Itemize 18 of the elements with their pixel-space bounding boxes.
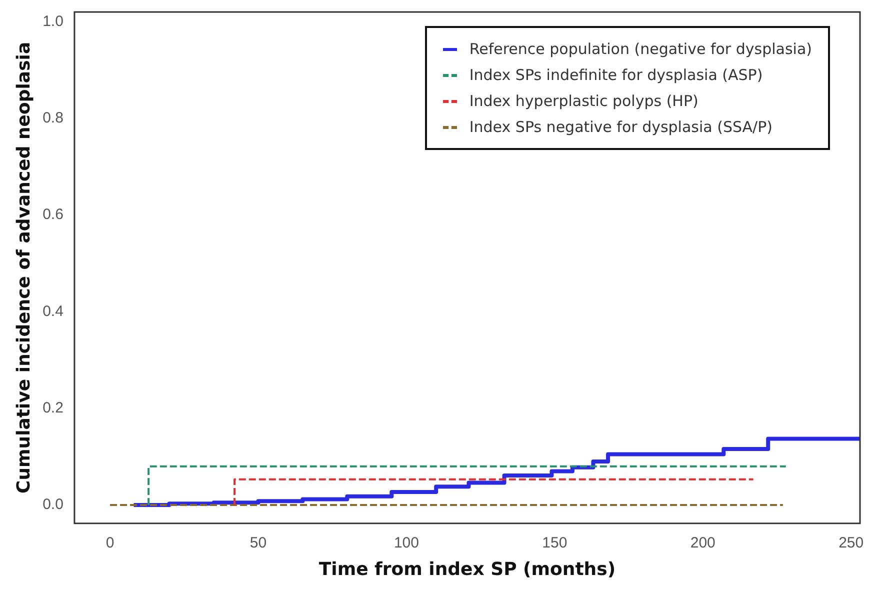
x-tick-label: 50 <box>250 534 267 552</box>
legend-label: Index SPs indefinite for dysplasia (ASP) <box>469 66 763 84</box>
y-axis-title: Cumulative incidence of advanced neoplasia <box>13 42 34 494</box>
x-tick-label: 150 <box>542 534 568 552</box>
x-axis-title: Time from index SP (months) <box>318 558 616 580</box>
legend-label: Index SPs negative for dysplasia (SSA/P) <box>469 118 772 136</box>
y-tick-label: 0.4 <box>42 302 64 320</box>
x-tick-label: 250 <box>838 534 864 552</box>
y-tick-label: 0.0 <box>42 496 64 514</box>
legend-label: Reference population (negative for dysplasia) <box>469 40 812 58</box>
y-tick-label: 0.6 <box>42 206 64 224</box>
legend-label: Index hyperplastic polyps (HP) <box>469 92 698 110</box>
y-tick-label: 0.2 <box>42 400 64 416</box>
y-tick-label: 0.8 <box>42 109 64 126</box>
x-tick-label: 200 <box>690 534 716 552</box>
y-tick-label: 1.0 <box>42 12 64 30</box>
x-tick-label: 100 <box>394 534 419 552</box>
x-tick-label: 0 <box>106 534 114 552</box>
